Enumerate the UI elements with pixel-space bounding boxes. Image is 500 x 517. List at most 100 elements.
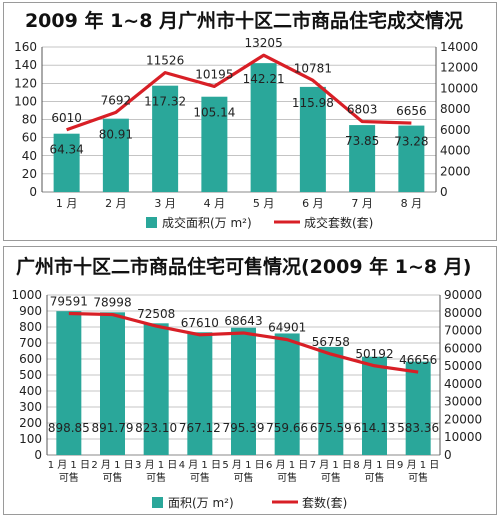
line-data-label: 6010 [51, 111, 82, 125]
legend-label-bar: 成交面积(万 m²) [162, 215, 252, 230]
right-axis-tick-label: 80000 [444, 306, 482, 320]
right-axis-tick-label: 30000 [444, 395, 482, 409]
line-data-label: 50192 [355, 347, 393, 361]
x-axis-tick-label: 5 月 [253, 197, 275, 210]
bar-data-label: 142.21 [243, 72, 285, 86]
line-data-label: 6656 [396, 104, 427, 118]
line-data-label: 10195 [195, 67, 233, 81]
bar [362, 356, 387, 455]
x-axis-tick-label: 5 月 1 日 [222, 459, 264, 471]
left-axis-tick-label: 600 [19, 352, 42, 366]
bar [187, 332, 213, 455]
bar [56, 311, 82, 455]
bar-data-label: 73.28 [394, 135, 428, 149]
x-axis-tick-label: 可售 [234, 471, 254, 484]
right-axis-tick-label: 40000 [444, 377, 482, 391]
x-axis-tick-label: 7 月 [351, 197, 373, 210]
x-axis-tick-label: 8 月 1 日 [353, 459, 395, 471]
bar [152, 85, 179, 192]
x-axis-tick-label: 1 月 1 日 [48, 459, 90, 471]
x-axis-tick-label: 1 月 [56, 197, 78, 210]
line-data-label: 72508 [137, 307, 175, 321]
line-data-label: 64901 [268, 321, 306, 335]
series-line [66, 53, 412, 132]
bar [250, 63, 277, 192]
available-chart: 广州市十区二市商品住宅可售情况(2009 年 1~8 月) 0 100 200 300 4… [11, 255, 482, 510]
left-axis-tick-label: 700 [19, 336, 42, 350]
bar-data-label: 583.36 [397, 421, 439, 435]
x-axis-tick-label: 可售 [408, 471, 428, 484]
line-data-label: 78998 [93, 296, 131, 310]
left-axis-tick-label: 80 [22, 113, 37, 127]
left-axis-tick-label: 0 [34, 448, 42, 462]
chart-panel-sales: 2009 年 1~8 月广州市十区二市商品住宅成交情况 0 20 40 60 80 100 1… [3, 2, 497, 241]
right-axis-tick-label: 90000 [444, 288, 482, 302]
line-data-label: 13205 [245, 36, 283, 50]
right-axis-tick-label: 20000 [444, 412, 482, 426]
x-axis-tick-label: 可售 [365, 471, 385, 484]
bar-data-label: 115.98 [292, 96, 334, 110]
x-axis-tick-label: 8 月 [401, 197, 423, 210]
line-data-label: 68643 [224, 314, 262, 328]
line-data-label: 79591 [50, 295, 88, 309]
chart-title: 2009 年 1~8 月广州市十区二市商品住宅成交情况 [25, 9, 463, 32]
x-axis-tick-label: 9 月 1 日 [397, 459, 439, 471]
right-axis-tick-label: 2000 [440, 164, 471, 178]
bar [274, 333, 300, 455]
bar [100, 312, 125, 455]
right-axis-tick-label: 0 [440, 185, 448, 199]
bar [398, 125, 425, 192]
line-data-label: 56758 [312, 335, 350, 349]
right-axis-tick-label: 0 [444, 448, 452, 462]
right-axis-tick-label: 10000 [440, 81, 478, 95]
left-axis-tick-label: 300 [19, 400, 42, 414]
bar-data-label: 759.66 [266, 421, 308, 435]
line-data-label: 67610 [181, 316, 219, 330]
bar [405, 361, 431, 455]
x-axis-tick-label: 3 月 [154, 197, 176, 210]
left-axis-tick-label: 400 [19, 384, 42, 398]
x-axis-tick-label: 可售 [103, 471, 123, 484]
legend-swatch-bar [152, 497, 163, 508]
left-axis-tick-label: 500 [19, 368, 42, 382]
series-line [68, 311, 419, 374]
bar-data-label: 80.91 [99, 128, 133, 142]
bar-data-label: 614.13 [354, 421, 396, 435]
bar-data-label: 105.14 [193, 106, 235, 120]
bar [318, 346, 344, 455]
x-axis-tick-label: 2 月 1 日 [91, 459, 133, 471]
legend-label-line: 套数(套) [302, 495, 347, 510]
left-axis-tick-label: 120 [14, 76, 37, 90]
left-axis-tick-label: 160 [14, 40, 37, 54]
left-axis-tick-label: 200 [19, 416, 42, 430]
legend-label-line: 成交套数(套) [304, 215, 373, 230]
chart-title: 广州市十区二市商品住宅可售情况(2009 年 1~8 月) [16, 255, 471, 278]
bar-data-label: 795.39 [223, 421, 265, 435]
bar-data-label: 73.85 [345, 134, 379, 148]
bar [231, 327, 256, 455]
bar-data-label: 117.32 [144, 95, 186, 109]
left-axis-tick-label: 800 [19, 320, 42, 334]
right-axis-tick-label: 60000 [444, 341, 482, 355]
left-axis-tick-label: 60 [22, 131, 37, 145]
x-axis-tick-label: 4 月 [204, 197, 226, 210]
x-axis-tick-label: 2 月 [105, 197, 127, 210]
left-axis-tick-label: 900 [19, 304, 42, 318]
left-axis-tick-label: 100 [19, 432, 42, 446]
left-axis-tick-label: 100 [14, 94, 37, 108]
x-axis-tick-label: 可售 [190, 471, 210, 484]
bar [143, 323, 169, 455]
bar-data-label: 767.12 [179, 421, 221, 435]
x-axis-tick-label: 可售 [277, 471, 297, 484]
bar [299, 86, 326, 192]
line-data-label: 11526 [146, 54, 184, 68]
bar-data-label: 675.59 [310, 421, 352, 435]
sales-chart: 2009 年 1~8 月广州市十区二市商品住宅成交情况 0 20 40 60 80 100 1… [14, 9, 478, 230]
right-axis-tick-label: 12000 [440, 61, 478, 75]
legend-swatch-bar [146, 217, 157, 228]
right-axis-tick-label: 14000 [440, 40, 478, 54]
bar-data-label: 823.10 [135, 421, 177, 435]
bar-data-label: 891.79 [92, 421, 134, 435]
line-data-label: 7692 [101, 93, 132, 107]
x-axis-tick-label: 7 月 1 日 [310, 459, 352, 471]
